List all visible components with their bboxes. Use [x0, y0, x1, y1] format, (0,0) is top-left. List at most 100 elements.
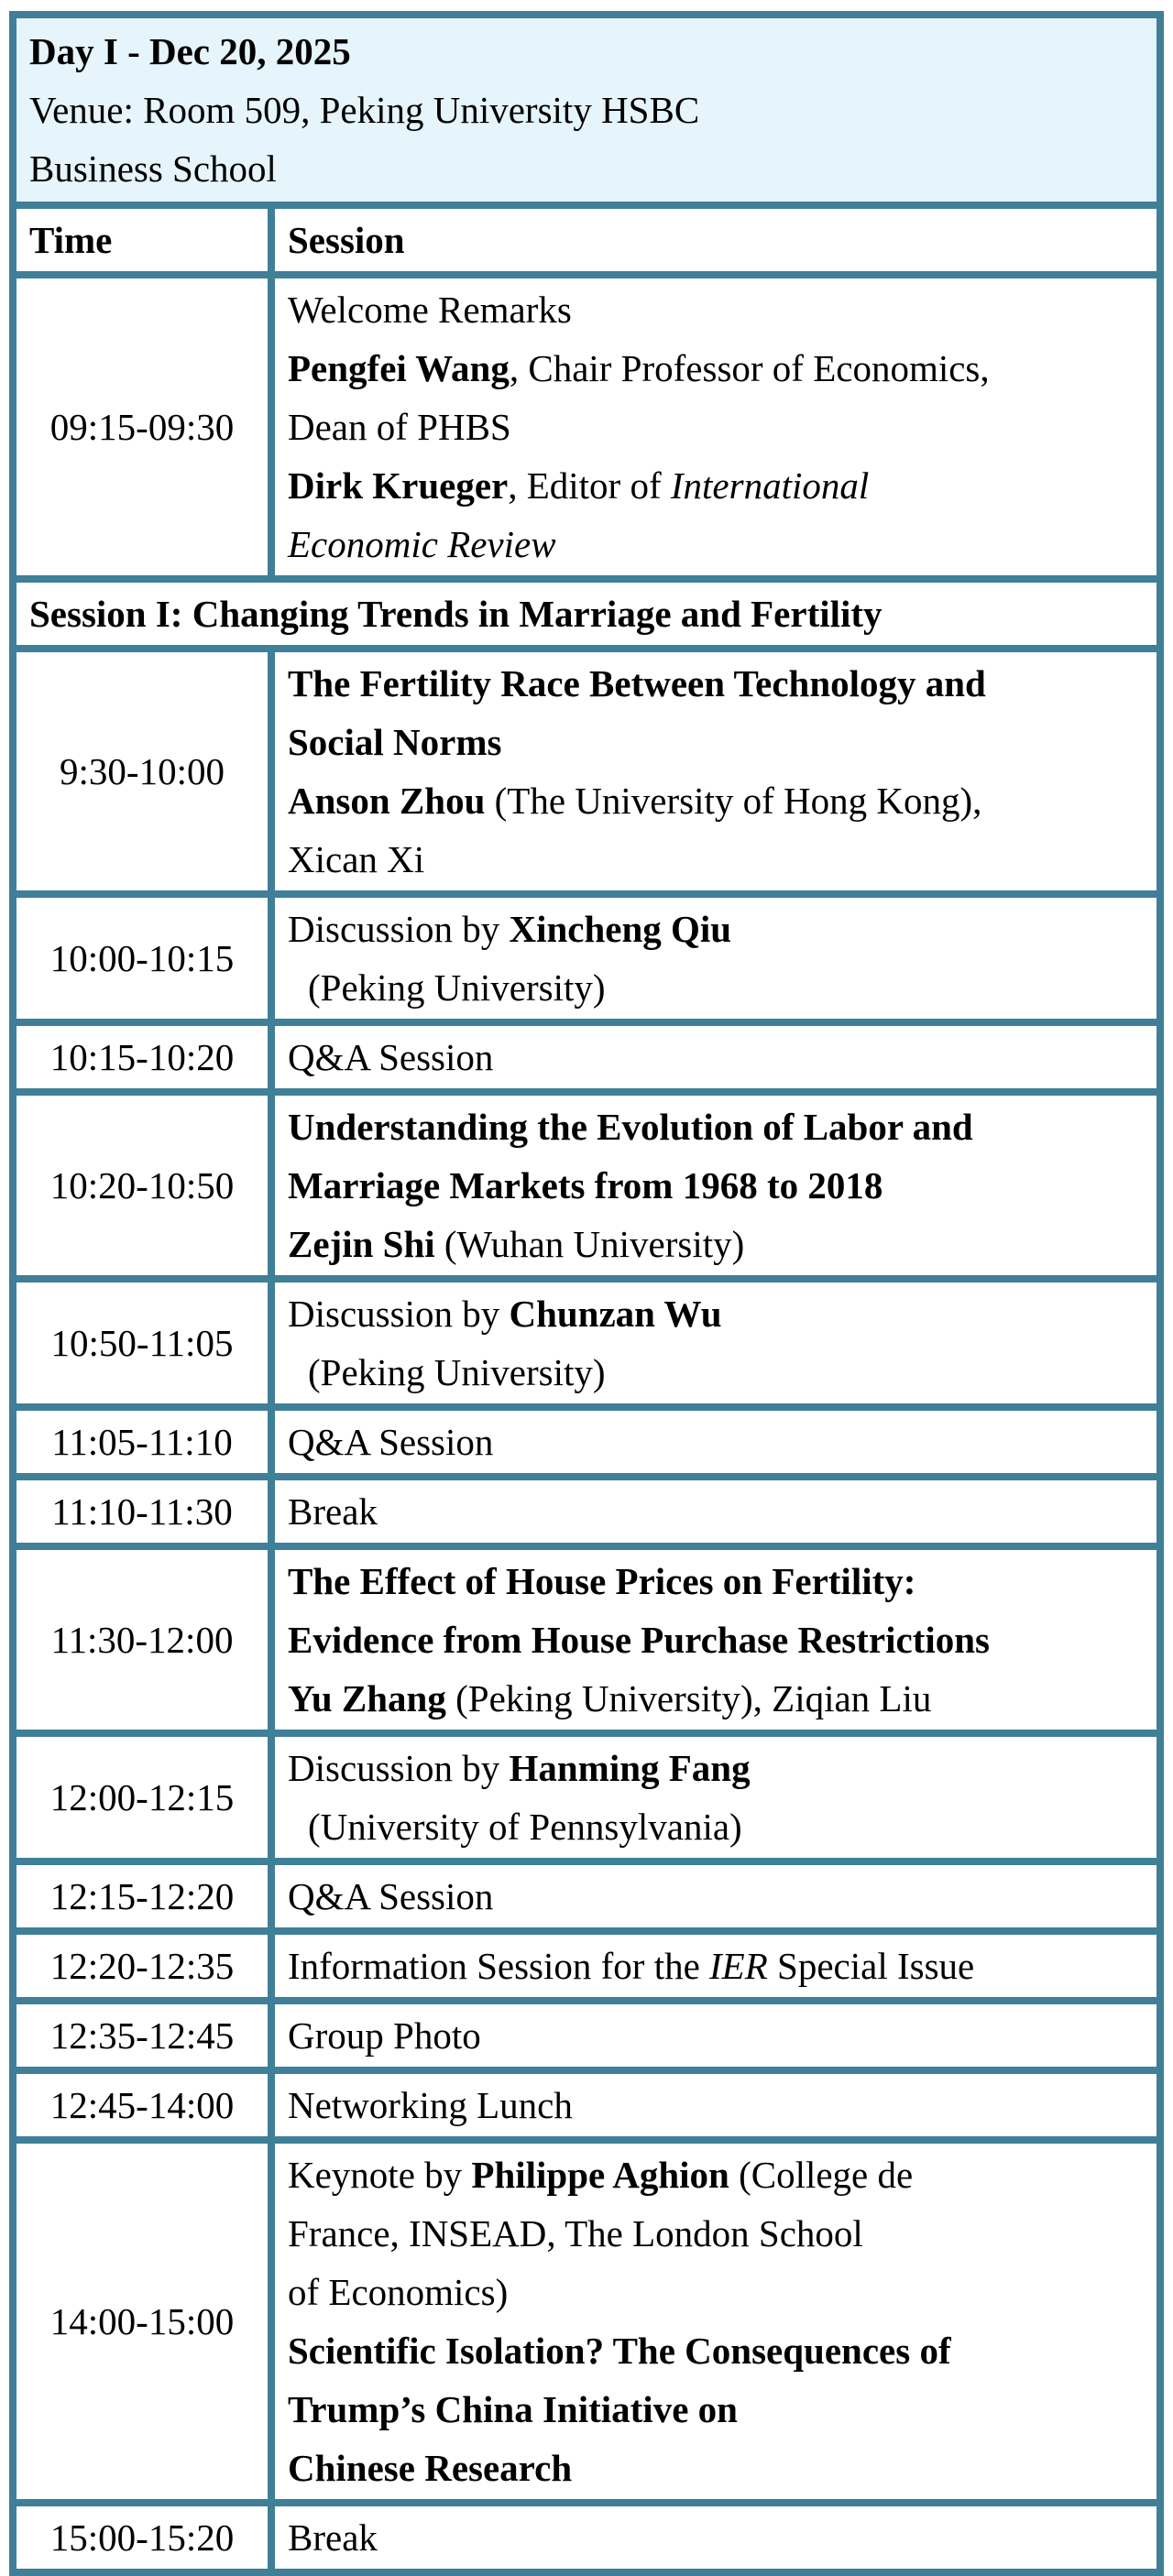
text: Q&A Session	[288, 1036, 494, 1078]
session-line: Break	[288, 2508, 1144, 2567]
bold-text: Social Norms	[288, 721, 502, 763]
session-cell: Break	[268, 1473, 1164, 1550]
section-row: Session I: Changing Trends in Marriage a…	[9, 575, 1164, 652]
session-line: (Peking University)	[288, 1343, 1144, 1402]
session-line: Information Session for the IER Special …	[288, 1937, 1144, 1995]
text: (Peking University), Ziqian Liu	[445, 1677, 932, 1719]
schedule-row: 11:05-11:10 Q&A Session	[9, 1403, 1164, 1480]
session-line: Marriage Markets from 1968 to 2018	[288, 1156, 1144, 1215]
time-cell: 10:00-10:15	[9, 890, 275, 1026]
session-line: Yu Zhang (Peking University), Ziqian Liu	[288, 1669, 1144, 1728]
time-cell: 9:30-10:00	[9, 645, 275, 898]
schedule-row: 12:45-14:00 Networking Lunch	[9, 2067, 1164, 2144]
session-line: Zejin Shi (Wuhan University)	[288, 1215, 1144, 1273]
italic-text: International	[670, 464, 870, 507]
text: (Peking University)	[308, 1351, 606, 1393]
text: (College de	[729, 2154, 914, 2196]
schedule-row: 9:30-10:00 The Fertility Race Between Tec…	[9, 645, 1164, 898]
session-line: Understanding the Evolution of Labor and	[288, 1097, 1144, 1156]
day-header-row: Day I - Dec 20, 2025 Venue: Room 509, Pe…	[9, 11, 1164, 209]
schedule-row: 10:00-10:15 Discussion by Xincheng Qiu (Pe…	[9, 890, 1164, 1026]
text: (University of Pennsylvania)	[308, 1806, 742, 1848]
text: Break	[288, 2516, 378, 2559]
bold-text: Chunzan Wu	[509, 1293, 722, 1335]
session-column-header: Session	[268, 202, 1164, 278]
bold-text: The Fertility Race Between Technology an…	[288, 662, 986, 704]
schedule-row: 12:35-12:45 Group Photo	[9, 1997, 1164, 2074]
session-line: Xican Xi	[288, 830, 1144, 889]
time-cell: 12:45-14:00	[9, 2067, 275, 2144]
session-line: Chinese Research	[288, 2439, 1144, 2497]
schedule-row: 12:20-12:35 Information Session for the I…	[9, 1927, 1164, 2004]
text: Special Issue	[767, 1945, 975, 1987]
session-cell: Welcome Remarks Pengfei Wang, Chair Profe…	[268, 271, 1164, 583]
time-cell: 15:00-15:20	[9, 2499, 275, 2576]
schedule-table: Day I - Dec 20, 2025 Venue: Room 509, Pe…	[9, 11, 1164, 2576]
text: Q&A Session	[288, 1875, 494, 1917]
italic-text: IER	[709, 1945, 768, 1987]
time-cell: 10:15-10:20	[9, 1019, 275, 1096]
text: (Peking University)	[308, 966, 606, 1009]
bold-text: The Effect of House Prices on Fertility:	[288, 1560, 916, 1602]
session-line: Q&A Session	[288, 1867, 1144, 1926]
session-line: France, INSEAD, The London School	[288, 2204, 1144, 2263]
day-title: Day I - Dec 20, 2025	[29, 30, 351, 72]
session-line: Discussion by Chunzan Wu	[288, 1284, 1144, 1343]
text: Dean of PHBS	[288, 406, 511, 448]
day-header-cell: Day I - Dec 20, 2025 Venue: Room 509, Pe…	[9, 11, 1164, 209]
session-line: Dean of PHBS	[288, 398, 1144, 456]
bold-text: Pengfei Wang	[288, 347, 510, 389]
text: Xican Xi	[288, 838, 425, 880]
session-line: Discussion by Xincheng Qiu	[288, 900, 1144, 958]
bold-text: Evidence from House Purchase Restriction…	[288, 1619, 991, 1661]
schedule-row: 14:00-15:00 Keynote by Philippe Aghion (C…	[9, 2136, 1164, 2506]
time-cell: 11:10-11:30	[9, 1473, 275, 1550]
bold-text: Scientific Isolation? The Consequences o…	[288, 2330, 951, 2372]
session-line: Trump’s China Initiative on	[288, 2380, 1144, 2439]
session-cell: Break	[268, 2499, 1164, 2576]
text: (Wuhan University)	[434, 1223, 745, 1265]
session-line: Discussion by Hanming Fang	[288, 1739, 1144, 1797]
schedule-row: 10:50-11:05 Discussion by Chunzan Wu (Peki…	[9, 1275, 1164, 1411]
session-line: (Peking University)	[288, 958, 1144, 1017]
session-line: Pengfei Wang, Chair Professor of Economi…	[288, 339, 1144, 398]
section-title: Session I: Changing Trends in Marriage a…	[9, 575, 1164, 652]
text: Information Session for the	[288, 1945, 710, 1987]
bold-text: Anson Zhou	[288, 780, 486, 822]
bold-text: Philippe Aghion	[471, 2154, 729, 2196]
session-cell: Discussion by Xincheng Qiu (Peking Univer…	[268, 890, 1164, 1026]
text: France, INSEAD, The London School	[288, 2212, 863, 2254]
session-cell: Networking Lunch	[268, 2067, 1164, 2144]
session-line: (University of Pennsylvania)	[288, 1797, 1144, 1856]
session-cell: Understanding the Evolution of Labor and…	[268, 1088, 1164, 1283]
time-cell: 10:50-11:05	[9, 1275, 275, 1411]
session-cell: The Effect of House Prices on Fertility:…	[268, 1543, 1164, 1737]
venue-line: Business School	[29, 147, 277, 190]
schedule-row: 09:15-09:30 Welcome Remarks Pengfei Wang, …	[9, 271, 1164, 583]
schedule-row: 11:10-11:30 Break	[9, 1473, 1164, 1550]
session-cell: The Fertility Race Between Technology an…	[268, 645, 1164, 898]
session-line: Q&A Session	[288, 1028, 1144, 1086]
session-line: Break	[288, 1482, 1144, 1541]
session-line: Scientific Isolation? The Consequences o…	[288, 2321, 1144, 2380]
bold-text: Yu Zhang	[288, 1677, 446, 1719]
session-line: Evidence from House Purchase Restriction…	[288, 1610, 1144, 1669]
time-cell: 11:30-12:00	[9, 1543, 275, 1737]
schedule-row: 10:20-10:50 Understanding the Evolution o…	[9, 1088, 1164, 1283]
session-line: Welcome Remarks	[288, 280, 1144, 339]
session-cell: Keynote by Philippe Aghion (College de Fr…	[268, 2136, 1164, 2506]
bold-text: Trump’s China Initiative on	[288, 2388, 738, 2430]
session-line: Dirk Krueger, Editor of International	[288, 456, 1144, 515]
text: Q&A Session	[288, 1421, 494, 1463]
text: (The University of Hong Kong),	[485, 780, 982, 822]
text: of Economics)	[288, 2271, 509, 2313]
bold-text: Chinese Research	[288, 2447, 573, 2489]
text: Discussion by	[288, 1293, 510, 1335]
time-cell: 12:15-12:20	[9, 1858, 275, 1935]
text: , Chair Professor of Economics,	[509, 347, 990, 389]
text: Welcome Remarks	[288, 289, 572, 331]
session-line: Networking Lunch	[288, 2076, 1144, 2134]
italic-text: Economic Review	[288, 523, 556, 565]
session-line: Social Norms	[288, 713, 1144, 771]
bold-text: Hanming Fang	[509, 1747, 751, 1789]
